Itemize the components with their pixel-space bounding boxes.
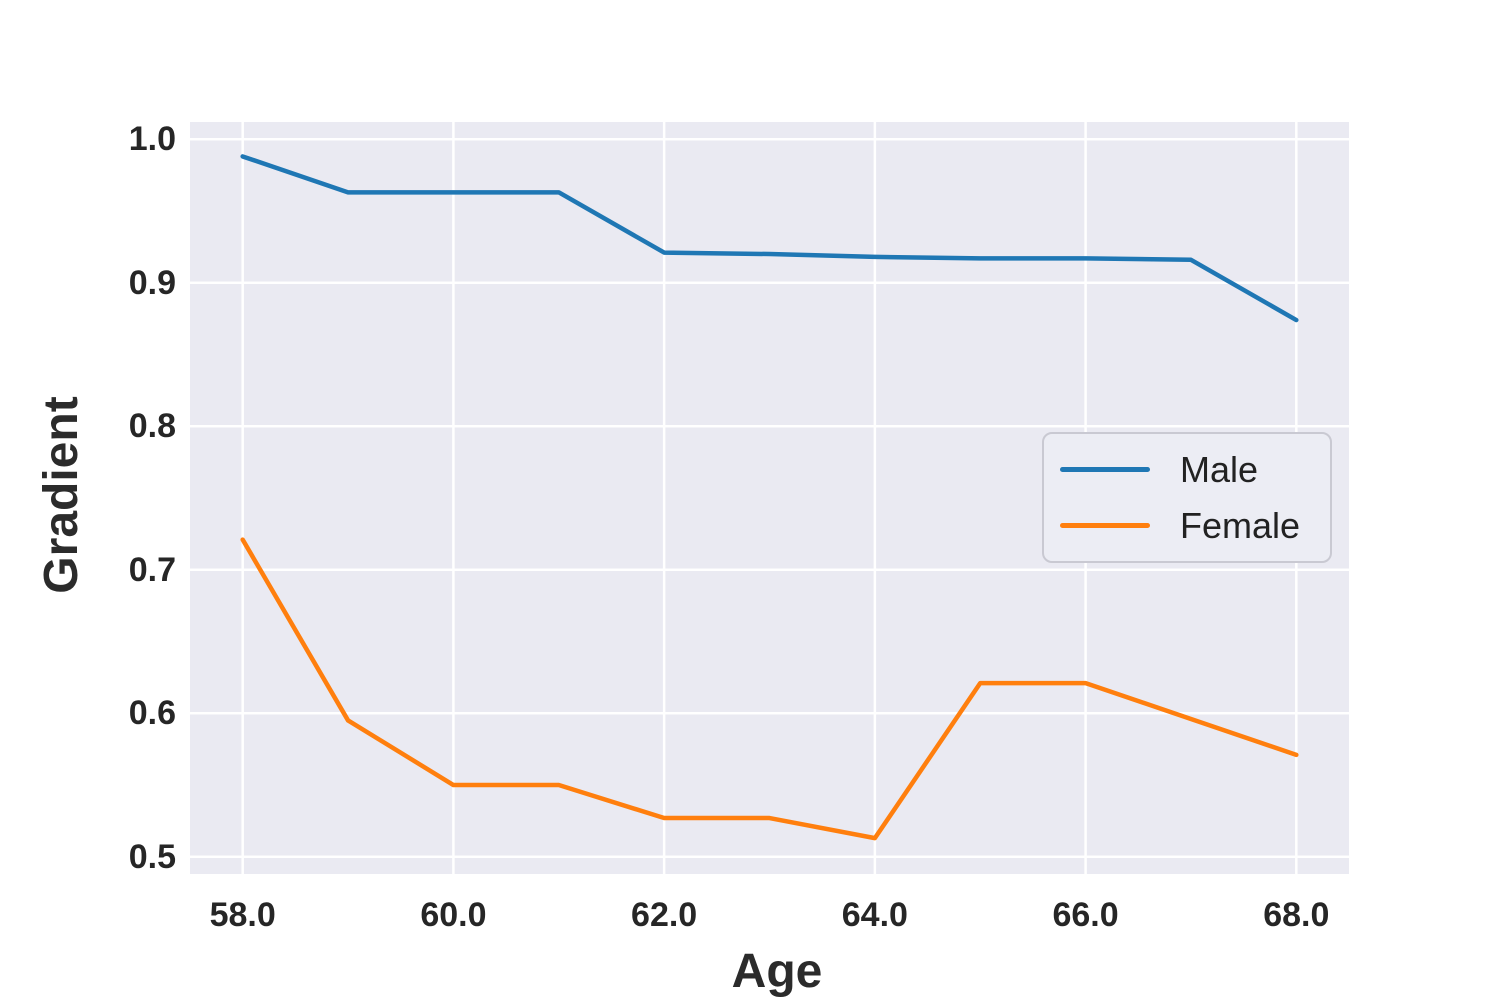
y-tick-label: 1.0 (128, 120, 176, 159)
y-tick-label: 0.9 (128, 263, 176, 302)
y-axis-title: Gradient (35, 396, 88, 594)
x-tick-label: 64.0 (841, 896, 908, 934)
y-tick-label: 0.7 (128, 550, 176, 589)
legend-entry-male: Male (1044, 448, 1330, 490)
legend-label-male: Male (1180, 448, 1259, 490)
x-tick-label: 62.0 (631, 896, 698, 934)
legend-label-female: Female (1180, 504, 1301, 546)
legend-entry-female: Female (1044, 504, 1330, 546)
x-tick-label: 60.0 (420, 896, 487, 934)
female-line-swatch (1060, 523, 1150, 528)
y-tick-label: 0.6 (128, 694, 176, 733)
x-tick-label: 66.0 (1052, 896, 1119, 934)
y-tick-label: 0.5 (128, 837, 176, 876)
x-tick-label: 68.0 (1263, 896, 1330, 934)
male-line-swatch (1060, 467, 1150, 472)
y-tick-label: 0.8 (128, 407, 176, 446)
female-line (240, 537, 1299, 841)
male-line (240, 154, 1299, 323)
legend: Male Female (1042, 432, 1332, 563)
x-tick-label: 58.0 (209, 896, 276, 934)
x-axis-title: Age (731, 945, 823, 998)
